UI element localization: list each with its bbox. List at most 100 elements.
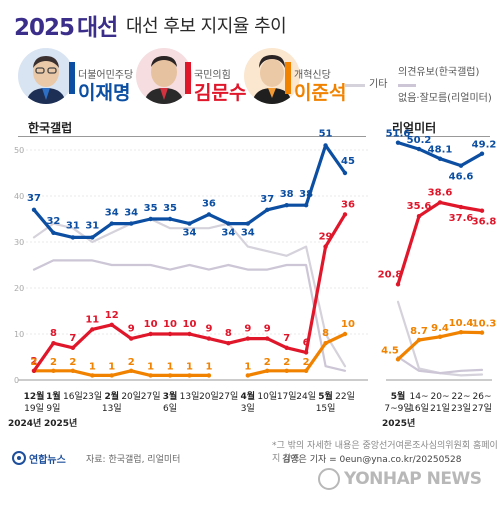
gallup-x-tick-label: 23일	[82, 391, 102, 402]
gallup-data-label: 38	[280, 189, 294, 200]
gallup-year-label-2025: 2025년	[44, 417, 77, 429]
realmeter-data-label: 9.4	[431, 323, 449, 334]
charts-svg: 0 10 20 30 40 50 37 32 31 31 34 34 35 35 34 36 34 34 37 38 3…	[8, 128, 497, 429]
gallup-data-label: 2	[303, 357, 310, 368]
gallup-data-label: 7	[283, 333, 290, 344]
gallup-line-이준석	[32, 332, 347, 377]
gallup-data-label: 10	[183, 319, 197, 330]
yonhap-logo-icon	[12, 450, 28, 465]
gallup-point-김문수	[128, 336, 134, 341]
gallup-point-이재명	[342, 170, 348, 176]
gallup-point-이재명	[148, 216, 153, 222]
gallup-y-tick-label: 10	[14, 330, 24, 339]
gallup-point-김문수	[245, 336, 251, 341]
realmeter-data-label: 10.4	[449, 318, 474, 329]
gallup-y-tick-label: 40	[14, 192, 24, 201]
realmeter-point-이재명	[479, 151, 485, 156]
gallup-data-label: 1	[186, 361, 193, 372]
gallup-data-label: 10	[144, 319, 158, 330]
realmeter-point-이준석	[458, 329, 464, 335]
gallup-point-김문수	[265, 336, 270, 341]
gallup-x-tick-label: 20일	[121, 391, 141, 402]
gallup-header-rule	[18, 136, 366, 137]
gallup-data-label: 51	[319, 128, 333, 139]
candidate-3-name: 이준석	[294, 82, 347, 104]
gallup-point-김문수	[31, 368, 37, 373]
gallup-point-이준석	[342, 331, 348, 337]
gallup-data-label: 1	[147, 361, 154, 372]
gallup-data-label: 8	[50, 328, 57, 339]
gallup-point-이재명	[51, 230, 56, 235]
gallup-data-label: 34	[105, 208, 119, 219]
realmeter-point-이준석	[416, 337, 422, 343]
gallup-point-이준석	[90, 373, 95, 378]
gallup-data-label: 9	[244, 324, 251, 335]
realmeter-data-label: 4.5	[381, 345, 399, 356]
gallup-point-김문수	[51, 341, 56, 346]
gallup-x-tick-label: 2월	[104, 390, 119, 402]
candidate-2-party: 국민의힘	[194, 70, 231, 81]
realmeter-data-label: 51.6	[386, 129, 411, 140]
gallup-point-이준석	[265, 368, 270, 373]
gallup-point-김문수	[284, 345, 289, 350]
footer-credit: 김영은 기자 = 0eun@yna.co.kr/20250528	[282, 455, 462, 465]
gallup-data-label: 34	[124, 208, 138, 219]
gallup-point-이재명	[128, 221, 134, 226]
gallup-data-label: 8	[225, 328, 232, 339]
gallup-x-tick-sublabel: 13일	[102, 403, 122, 414]
gallup-data-label: 6	[303, 337, 310, 348]
gallup-data-label: 45	[341, 156, 355, 167]
gallup-x-tick-label: 17일	[277, 391, 297, 402]
candidate-1-face-icon	[26, 56, 66, 104]
gallup-point-이재명	[31, 207, 37, 212]
gallup-point-이재명	[284, 203, 289, 208]
realmeter-point-이재명	[458, 163, 464, 168]
legend-undecided-label-2: 없음·잘모름(리얼미터)	[398, 93, 492, 104]
realmeter-point-김문수	[395, 282, 401, 287]
gallup-point-이준석	[70, 368, 76, 373]
candidate-1-photo	[18, 48, 74, 104]
gallup-data-label: 37	[260, 194, 274, 205]
watermark: YONHAP NEWS	[318, 468, 482, 490]
gallup-data-label: 31	[66, 220, 80, 231]
gallup-data-label: 2	[283, 357, 290, 368]
realmeter-line-없음·잘모름(리얼미터)	[396, 355, 484, 375]
candidate-3-party: 개혁신당	[294, 70, 331, 81]
footer-logo: 연합뉴스	[29, 455, 66, 466]
legend-other-swatch	[345, 84, 365, 87]
footer-source: 자료: 한국갤럽, 리얼미터	[86, 455, 181, 465]
realmeter-x-tick-label: 26~	[473, 392, 492, 402]
gallup-line-기타	[32, 217, 347, 368]
gallup-data-label: 10	[163, 319, 177, 330]
realmeter-x-tick-sublabel: 21일	[430, 403, 450, 414]
realmeter-x-tick-sublabel: 7~9일	[384, 403, 411, 414]
gallup-data-label: 2	[31, 356, 38, 367]
gallup-point-김문수	[90, 327, 95, 332]
gallup-point-이준석	[51, 368, 56, 373]
realmeter-data-label: 36.8	[472, 217, 497, 228]
gallup-point-이준석	[284, 368, 289, 373]
gallup-y-tick-label: 0	[14, 376, 19, 385]
gallup-data-label: 2	[128, 357, 135, 368]
candidate-1-party: 더불어민주당	[78, 70, 134, 81]
gallup-x-tick-sublabel: 15일	[316, 403, 336, 414]
realmeter-data-label: 35.6	[407, 201, 432, 212]
gallup-data-label: 35	[163, 203, 177, 214]
gallup-point-김문수	[167, 331, 173, 337]
gallup-data-label: 2	[50, 357, 57, 368]
candidate-1-name: 이재명	[78, 82, 131, 104]
gallup-data-label: 12	[105, 310, 119, 321]
gallup-point-이재명	[265, 207, 270, 212]
gallup-data-label: 38	[299, 189, 313, 200]
gallup-data-label: 9	[128, 324, 135, 335]
realmeter-point-김문수	[479, 208, 485, 213]
realmeter-data-label: 38.6	[428, 187, 453, 198]
gallup-data-label: 34	[241, 228, 255, 239]
gallup-x-tick-label: 13일	[180, 391, 200, 402]
candidate-2-name: 김문수	[194, 82, 247, 104]
legend-undecided-label-1: 의견유보(한국갤럽)	[398, 67, 480, 78]
gallup-point-김문수	[323, 244, 328, 249]
gallup-x-tick-label: 3월	[163, 390, 178, 402]
realmeter-point-이준석	[395, 357, 401, 362]
